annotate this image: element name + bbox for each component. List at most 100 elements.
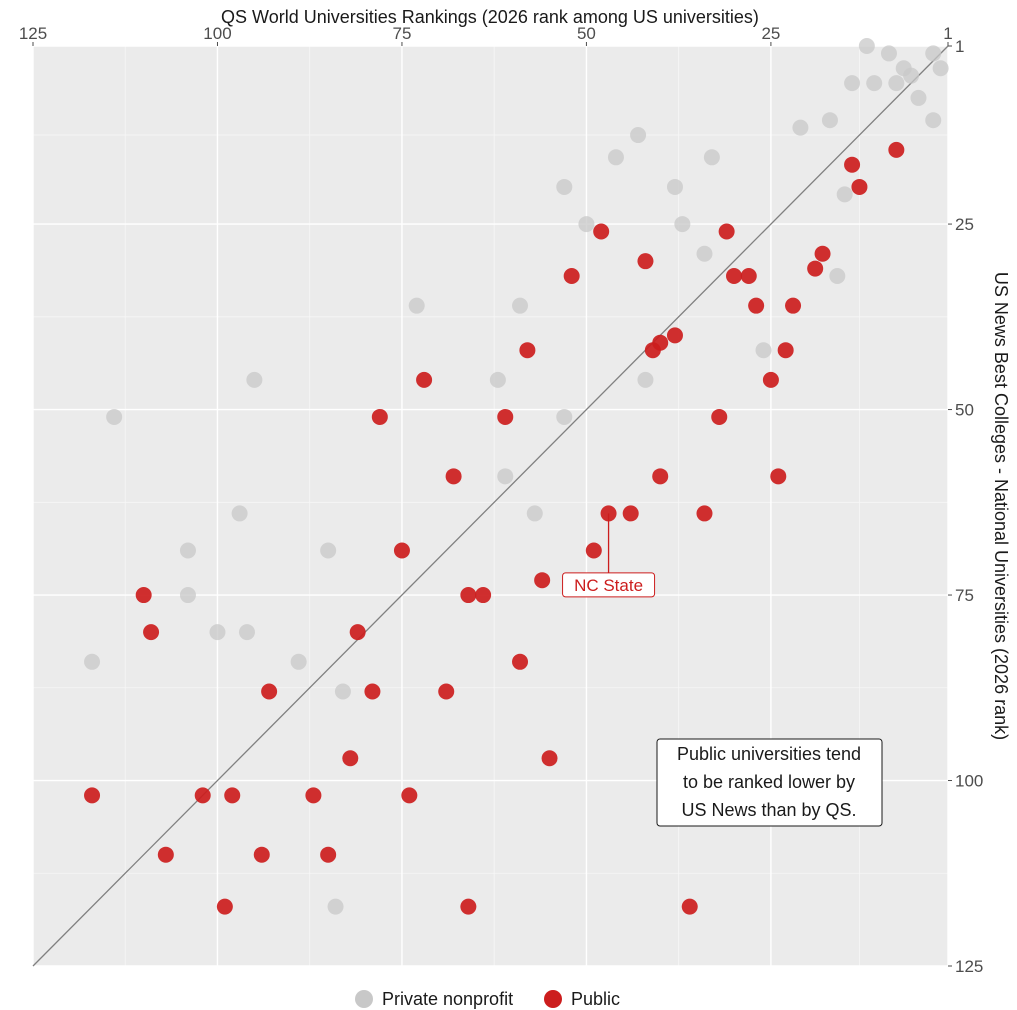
public-point xyxy=(777,342,794,359)
private-nonprofit-point xyxy=(932,60,949,77)
annotation-frame xyxy=(656,738,883,827)
data-points xyxy=(84,38,949,915)
public-point xyxy=(644,342,661,359)
public-point xyxy=(718,223,735,240)
public-point xyxy=(585,542,602,559)
x-axis-title: QS World Universities Rankings (2026 ran… xyxy=(221,7,759,27)
private-nonprofit-point xyxy=(844,75,861,92)
nc-state-label: NC State xyxy=(574,576,643,595)
legend-private-label: Private nonprofit xyxy=(382,989,513,1009)
public-point xyxy=(371,408,388,425)
public-point xyxy=(349,624,366,641)
private-nonprofit-point xyxy=(630,127,647,144)
public-point xyxy=(519,342,536,359)
private-nonprofit-point xyxy=(821,112,838,129)
private-nonprofit-point xyxy=(866,75,883,92)
private-nonprofit-point xyxy=(246,371,263,388)
y-tick-label: 125 xyxy=(955,957,983,976)
private-nonprofit-point xyxy=(666,178,683,195)
annotation-line-2: to be ranked lower by xyxy=(683,772,855,792)
private-nonprofit-point xyxy=(320,542,337,559)
annotation-line-3: US News than by QS. xyxy=(681,800,856,820)
public-point xyxy=(512,653,529,670)
public-point xyxy=(888,141,905,158)
public-point xyxy=(342,750,359,767)
public-point xyxy=(666,327,683,344)
private-nonprofit-point xyxy=(910,89,927,106)
private-nonprofit-point xyxy=(106,408,123,425)
private-nonprofit-point xyxy=(290,653,307,670)
private-nonprofit-point xyxy=(578,216,595,233)
y-tick-label: 100 xyxy=(955,772,983,791)
private-nonprofit-point xyxy=(179,542,196,559)
public-point xyxy=(320,846,337,863)
private-nonprofit-point xyxy=(84,653,101,670)
private-nonprofit-point xyxy=(238,624,255,641)
private-nonprofit-point xyxy=(512,297,529,314)
reference-diagonal-line xyxy=(32,45,949,967)
private-nonprofit-point xyxy=(674,216,691,233)
public-point xyxy=(785,297,802,314)
x-tick-label: 50 xyxy=(577,24,596,43)
public-point xyxy=(770,468,787,485)
legend-public-swatch xyxy=(544,990,562,1008)
y-tick-label: 75 xyxy=(955,586,974,605)
public-point xyxy=(726,268,743,284)
x-tick-label: 1 xyxy=(943,24,952,43)
public-point xyxy=(475,587,492,604)
public-point xyxy=(696,505,713,522)
public-point xyxy=(84,787,101,804)
public-point xyxy=(681,898,698,915)
minor-gridlines xyxy=(33,46,948,966)
public-point xyxy=(637,253,654,270)
private-nonprofit-point xyxy=(489,371,506,388)
nc-state-highlight: NC State xyxy=(562,513,656,598)
private-nonprofit-point xyxy=(925,112,942,129)
public-point xyxy=(814,245,831,262)
x-tick-label: 125 xyxy=(19,24,47,43)
public-point xyxy=(711,408,728,425)
public-point xyxy=(460,898,477,915)
y-tick-label: 1 xyxy=(955,37,964,56)
private-nonprofit-point xyxy=(526,505,543,522)
x-tick-label: 75 xyxy=(392,24,411,43)
private-nonprofit-point xyxy=(903,67,920,84)
public-point xyxy=(143,624,160,641)
public-point xyxy=(253,846,270,863)
public-point xyxy=(844,156,861,173)
private-nonprofit-point xyxy=(829,268,846,284)
private-nonprofit-point xyxy=(556,178,573,195)
legend-public-label: Public xyxy=(571,989,620,1009)
public-point xyxy=(851,178,868,195)
public-point xyxy=(740,268,757,284)
public-point xyxy=(194,787,211,804)
private-nonprofit-point xyxy=(888,75,905,92)
public-point xyxy=(135,587,152,604)
private-nonprofit-point xyxy=(408,297,425,314)
private-nonprofit-point xyxy=(703,149,720,166)
public-point xyxy=(305,787,322,804)
private-nonprofit-point xyxy=(755,342,772,359)
public-point xyxy=(748,297,765,314)
public-point xyxy=(460,587,477,604)
private-nonprofit-point xyxy=(925,45,942,62)
private-nonprofit-point xyxy=(792,119,809,136)
private-nonprofit-point xyxy=(637,371,654,388)
public-point xyxy=(593,223,610,240)
private-nonprofit-point xyxy=(179,587,196,604)
annotation-line-1: Public universities tend xyxy=(677,744,861,764)
public-point xyxy=(401,787,418,804)
private-nonprofit-point xyxy=(209,624,226,641)
public-point xyxy=(224,787,241,804)
public-point xyxy=(497,408,514,425)
public-point xyxy=(416,371,433,388)
private-nonprofit-point xyxy=(556,408,573,425)
public-point xyxy=(445,468,462,485)
major-gridlines xyxy=(32,45,949,967)
public-point xyxy=(541,750,558,767)
annotation-box: Public universities tend to be ranked lo… xyxy=(656,738,883,827)
y-tick-label: 50 xyxy=(955,401,974,420)
public-point xyxy=(438,683,455,700)
